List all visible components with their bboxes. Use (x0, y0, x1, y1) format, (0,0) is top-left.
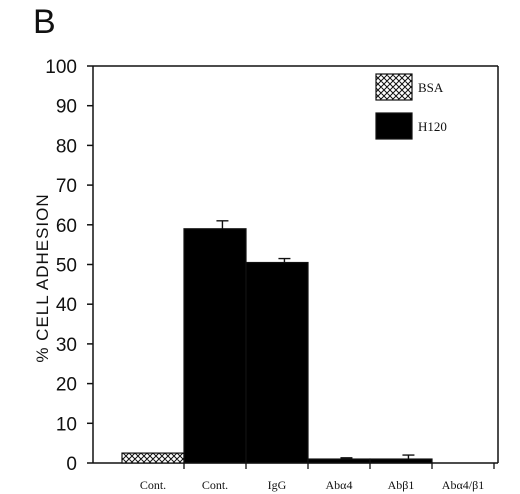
x-tick-label: Cont. (140, 478, 166, 492)
error-bar-3 (278, 257, 291, 263)
y-tick-label: 50 (56, 256, 77, 277)
error-bar-5 (402, 454, 415, 460)
bars (121, 220, 433, 464)
x-tick-label: Abα4/β1 (442, 478, 484, 492)
bar-2 (183, 228, 247, 464)
y-tick-label: 80 (56, 136, 77, 157)
bar-5 (369, 458, 433, 464)
legend-label-bsa: BSA (418, 80, 444, 95)
panel-label: B (33, 3, 56, 41)
x-tick-label: IgG (268, 478, 287, 492)
bar-1 (121, 452, 185, 464)
x-tick-label: Abβ1 (388, 478, 415, 492)
error-bar-2 (216, 220, 229, 229)
y-tick-label: 20 (56, 375, 77, 396)
y-tick-label: 100 (45, 57, 77, 78)
legend-label-h120: H120 (418, 119, 447, 134)
y-tick-label: 10 (56, 414, 77, 435)
y-tick-label: 0 (66, 454, 77, 475)
y-axis-label: % CELL ADHESION (33, 193, 52, 362)
y-tick-label: 90 (56, 97, 77, 118)
legend-swatch-h120 (375, 112, 413, 140)
y-tick-label: 30 (56, 335, 77, 356)
axis-ticks: 0 10 20 30 40 50 60 70 80 90 100 Cont. Cont. IgG Abα4 A… (45, 57, 495, 492)
legend-swatch-bsa (375, 73, 413, 101)
y-tick-label: 40 (56, 295, 77, 316)
x-tick-label: Abα4 (326, 478, 353, 492)
error-bar-4 (340, 457, 353, 460)
y-tick-label: 70 (56, 176, 77, 197)
x-tick-label: Cont. (202, 478, 228, 492)
y-tick-label: 60 (56, 216, 77, 237)
bar-4 (307, 458, 371, 464)
legend: BSA H120 (375, 73, 447, 140)
bar-3 (245, 261, 309, 464)
